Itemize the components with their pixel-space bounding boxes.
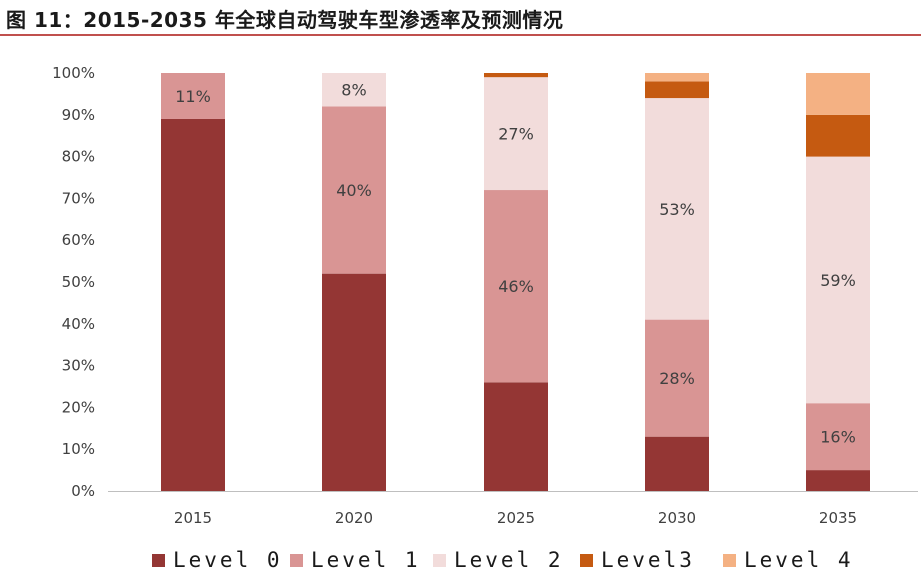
y-tick-label: 40% xyxy=(62,315,95,333)
stacked-bar-chart: 0% 10% 20% 30% 40% 50% 60% 70% 80% 90% 100% 11% 40% 8… xyxy=(52,64,918,527)
bar-segment-level-1-2025 xyxy=(484,190,548,383)
legend-swatch xyxy=(723,553,736,567)
bar-segment-level-0-2035 xyxy=(806,470,870,491)
bar-segment-level-1-2030 xyxy=(645,319,709,437)
y-tick-label: 30% xyxy=(62,357,95,375)
data-label: 27% xyxy=(498,125,534,144)
x-tick-label: 2015 xyxy=(174,509,212,527)
chart-legend: Level 0 Level 1 Level 2 Level3 Level 4 xyxy=(0,548,921,578)
y-tick-label: 20% xyxy=(62,398,95,416)
legend-item-level-0: Level 0 xyxy=(152,548,283,572)
x-tick-label: 2035 xyxy=(819,509,857,527)
bar-segment-level-0-2030 xyxy=(645,436,709,491)
bar-segment-level-2-2035 xyxy=(806,156,870,404)
data-label: 16% xyxy=(820,428,856,447)
bar-segment-level-0-2015 xyxy=(161,118,225,491)
legend-swatch xyxy=(290,553,303,567)
bar-segment-level-0-2020 xyxy=(322,273,386,491)
legend-label: Level 0 xyxy=(173,548,283,572)
bar-segment-level-1-2020 xyxy=(322,106,386,274)
bar-segment-level-2-2030 xyxy=(645,98,709,320)
data-label: 11% xyxy=(175,87,211,106)
legend-item-level3: Level3 xyxy=(580,548,695,572)
bar-segment-level-1-2035 xyxy=(806,403,870,471)
x-tick-label: 2030 xyxy=(658,509,696,527)
data-label: 46% xyxy=(498,277,534,296)
title-divider xyxy=(0,34,921,36)
legend-swatch xyxy=(580,553,593,567)
y-tick-label: 80% xyxy=(62,148,95,166)
data-label: 8% xyxy=(341,81,366,100)
legend-swatch xyxy=(433,553,446,567)
y-tick-label: 50% xyxy=(62,273,95,291)
y-tick-label: 100% xyxy=(52,64,95,82)
legend-swatch xyxy=(152,553,165,567)
bar-segment-level3-2035 xyxy=(806,114,870,157)
y-tick-label: 10% xyxy=(62,440,95,458)
data-label: 28% xyxy=(659,369,695,388)
y-tick-label: 60% xyxy=(62,231,95,249)
x-tick-label: 2020 xyxy=(335,509,373,527)
data-label: 53% xyxy=(659,200,695,219)
title-bar: 图 11：2015-2035 年全球自动驾驶车型渗透率及预测情况 xyxy=(0,0,921,36)
bar-segment-level-2-2020 xyxy=(322,73,386,107)
legend-item-level-1: Level 1 xyxy=(290,548,421,572)
bar-segment-level-0-2025 xyxy=(484,382,548,491)
bar-segment-level-2-2025 xyxy=(484,77,548,191)
legend-label: Level 1 xyxy=(311,548,421,572)
data-label: 40% xyxy=(336,181,372,200)
data-label: 59% xyxy=(820,271,856,290)
legend-label: Level 2 xyxy=(454,548,564,572)
bar-segment-level3-2025 xyxy=(484,73,548,78)
bar-segment-level-1-2015 xyxy=(161,73,225,119)
legend-label: Level3 xyxy=(601,548,695,572)
legend-item-level-4: Level 4 xyxy=(723,548,854,572)
chart-title: 图 11：2015-2035 年全球自动驾驶车型渗透率及预测情况 xyxy=(6,8,564,32)
bar-segment-level3-2030 xyxy=(645,81,709,99)
bar-segment-level-4-2030 xyxy=(645,73,709,82)
x-tick-label: 2025 xyxy=(497,509,535,527)
bar-segment-level-4-2035 xyxy=(806,73,870,115)
legend-item-level-2: Level 2 xyxy=(433,548,564,572)
legend-label: Level 4 xyxy=(744,548,854,572)
y-tick-label: 0% xyxy=(71,482,95,500)
y-tick-label: 70% xyxy=(62,189,95,207)
y-tick-label: 90% xyxy=(62,106,95,124)
